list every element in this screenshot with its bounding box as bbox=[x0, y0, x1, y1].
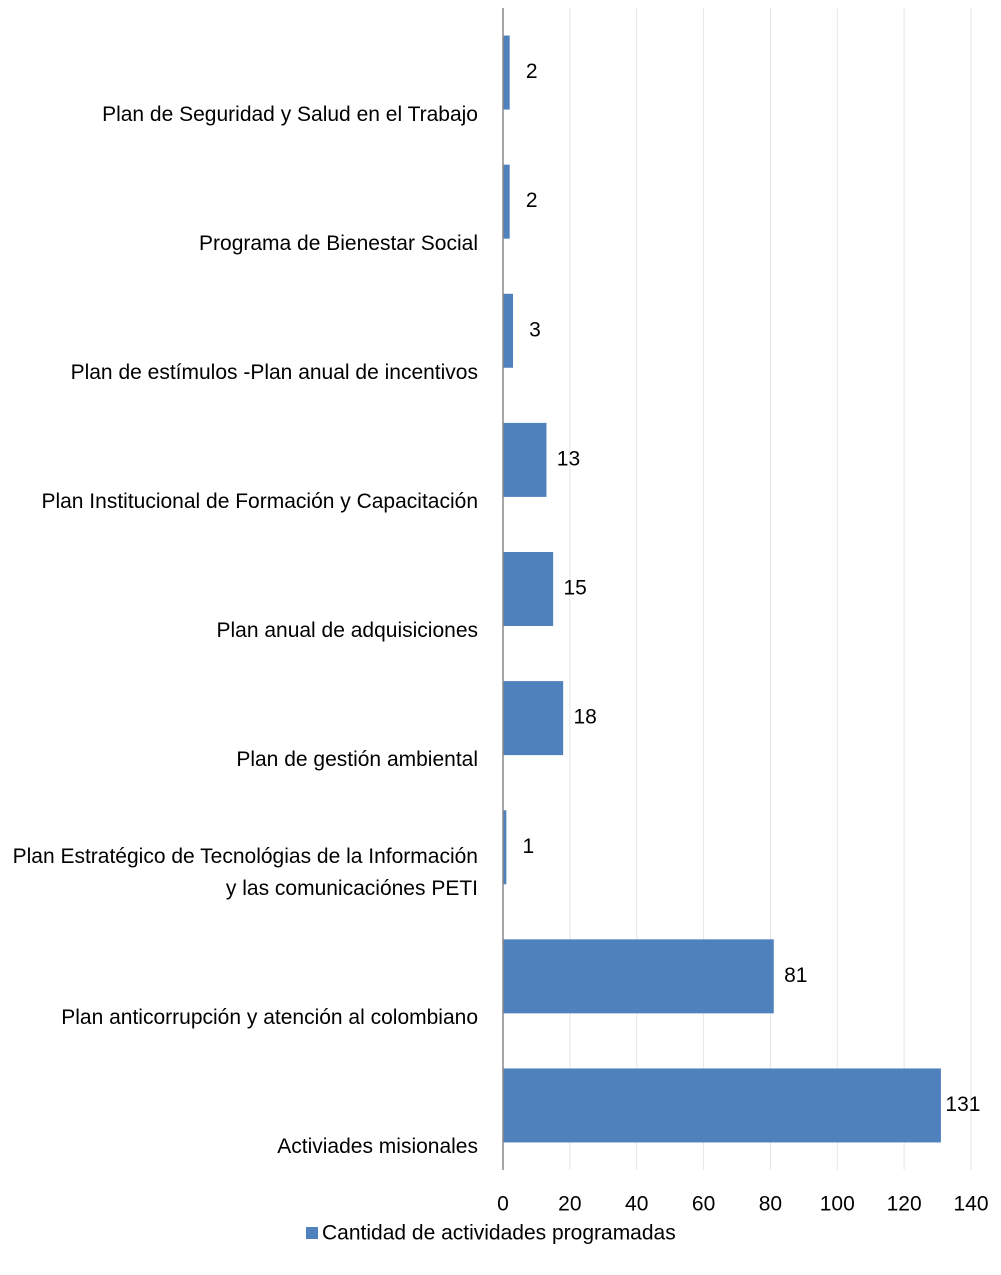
legend-label: Cantidad de actividades programadas bbox=[322, 1222, 676, 1245]
value-label: 2 bbox=[526, 60, 538, 83]
value-label: 131 bbox=[945, 1093, 980, 1116]
bar bbox=[503, 681, 564, 756]
bar bbox=[503, 552, 554, 626]
value-label: 18 bbox=[573, 706, 596, 729]
x-tick-label: 40 bbox=[625, 1193, 648, 1216]
legend-swatch bbox=[306, 1227, 318, 1239]
y-tick-label: Plan Estratégico de Tecnológias de la In… bbox=[12, 845, 478, 901]
bar bbox=[503, 939, 774, 1014]
bar bbox=[503, 164, 510, 239]
bar bbox=[503, 422, 547, 497]
x-tick-label: 60 bbox=[692, 1193, 715, 1216]
x-tick-label: 100 bbox=[820, 1193, 855, 1216]
y-tick-label: Plan anticorrupción y atención al colomb… bbox=[61, 1006, 478, 1030]
bar bbox=[503, 293, 514, 368]
bar bbox=[503, 810, 507, 885]
y-tick-label: Programa de Bienestar Social bbox=[199, 231, 478, 255]
y-tick-label: Plan de Seguridad y Salud en el Trabajo bbox=[102, 102, 478, 126]
value-label: 2 bbox=[526, 189, 538, 212]
bar bbox=[503, 1068, 941, 1143]
value-label: 15 bbox=[563, 577, 586, 600]
value-label: 1 bbox=[522, 835, 534, 858]
y-tick-label: Plan de estímulos -Plan anual de incenti… bbox=[70, 360, 478, 384]
y-tick-label: Activiades misionales bbox=[277, 1135, 478, 1159]
x-tick-label: 0 bbox=[497, 1193, 509, 1216]
x-tick-label: 140 bbox=[953, 1193, 988, 1216]
y-tick-label: Plan Institucional de Formación y Capaci… bbox=[41, 489, 478, 513]
value-label: 13 bbox=[557, 447, 580, 470]
x-tick-label: 80 bbox=[759, 1193, 782, 1216]
y-tick-label: Plan de gestión ambiental bbox=[236, 748, 478, 772]
bar bbox=[503, 35, 510, 110]
x-tick-label: 20 bbox=[558, 1193, 581, 1216]
y-tick-label: Plan anual de adquisiciones bbox=[216, 619, 478, 642]
x-tick-label: 120 bbox=[887, 1193, 922, 1216]
value-label: 81 bbox=[784, 964, 807, 987]
value-label: 3 bbox=[529, 318, 541, 341]
